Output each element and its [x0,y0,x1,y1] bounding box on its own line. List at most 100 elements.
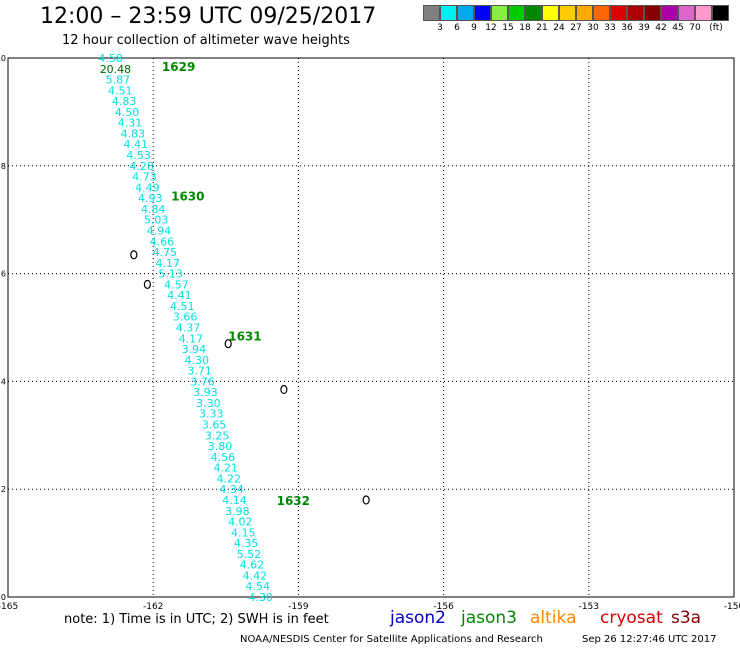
wave-height-label: 4.02 [228,516,253,529]
legend-label: (ft) [709,23,723,33]
x-tick-label: -159 [288,602,309,612]
legend-swatch [712,5,729,21]
wave-height-label: 4.94 [147,224,172,237]
time-label: 1632 [277,494,310,508]
wave-height-label: 3.30 [196,397,221,410]
y-tick-label: 0 [1,593,6,602]
wave-height-label: 4.15 [231,526,256,539]
wave-height-label: 4.34 [219,483,244,496]
legend-swatch [661,5,678,21]
wave-height-label: 4.53 [126,149,151,162]
wave-height-label: 4.37 [176,322,201,335]
wave-height-label: 20.48 [100,63,132,76]
wave-height-label: 4.51 [108,84,133,97]
satellite-jason3: jason3 [461,608,517,628]
map-title: 12:00 – 23:59 UTC 09/25/2017 [40,4,377,29]
legend-label: 24 [553,23,565,33]
legend-label: 33 [604,23,616,33]
legend-label: 30 [587,23,599,33]
wave-height-label: 3.76 [190,375,215,388]
legend-swatch [559,5,576,21]
legend-swatch [593,5,610,21]
wave-height-label: 4.54 [245,580,270,593]
wave-height-label: 4.83 [112,95,137,108]
wave-height-label: 5.03 [144,214,169,227]
y-tick-label: 2 [1,485,6,494]
island-outline [130,250,138,260]
legend-swatch [644,5,661,21]
wave-height-label: 4.17 [155,257,180,270]
legend-swatch [678,5,695,21]
wave-height-label: 3.33 [199,408,224,421]
map-subtitle: 12 hour collection of altimeter wave hei… [62,33,350,48]
wave-height-label: 4.21 [214,462,239,475]
wave-height-label: 3.71 [187,365,212,378]
wave-height-label: 4.56 [211,451,236,464]
wave-height-label: 3.65 [202,419,227,432]
x-tick-label: -150 [724,602,740,612]
wave-height-label: 4.22 [216,472,241,485]
wave-height-label: 4.83 [121,127,146,140]
legend-swatch [576,5,593,21]
wave-height-label: 3.80 [208,440,233,453]
legend-swatch [610,5,627,21]
time-label: 1631 [228,330,261,344]
time-label: 1630 [171,189,204,203]
footer-note: note: 1) Time is in UTC; 2) SWH is in fe… [64,612,329,627]
legend-label: 15 [502,23,514,33]
legend-labels: 3 6 9 12 15 18 21 24 27 30 33 36 39 42 45 70 (ft) [423,21,729,35]
legend-label: 18 [519,23,531,33]
wave-height-label: 3.93 [193,386,218,399]
wave-height-label: 3.94 [182,343,207,356]
legend-label: 6 [454,23,460,33]
wave-height-label: 4.57 [164,278,189,291]
legend-label: 45 [672,23,684,33]
satellite-jason2: jason2 [390,608,446,628]
legend-swatch [695,5,712,21]
plot-frame [7,57,735,598]
legend-swatch [491,5,508,21]
island-outline [143,279,151,289]
wave-height-label: 4.28 [129,160,154,173]
legend-label: 21 [536,23,548,33]
legend-swatches [423,5,729,21]
wave-height-label: 4.73 [132,171,157,184]
wave-height-label: 4.30 [185,354,210,367]
credit-text: NOAA/NESDIS Center for Satellite Applica… [240,634,543,645]
x-tick-label: -165 [0,602,18,612]
wave-height-label: 3.98 [225,505,250,518]
y-tick-label: 8 [1,162,6,171]
wave-height-label: 4.42 [243,569,268,582]
wave-height-label: 5.13 [158,268,183,281]
legend-swatch [508,5,525,21]
x-tick-label: -153 [579,602,599,612]
color-legend: 3 6 9 12 15 18 21 24 27 30 33 36 39 42 45 70 (ft) [423,5,729,35]
legend-label: 36 [621,23,633,33]
legend-swatch [627,5,644,21]
legend-swatch [525,5,542,21]
wave-height-label: 4.41 [167,289,192,302]
wave-height-label: 4.17 [179,332,204,345]
wave-height-label: 4.75 [153,246,178,259]
wave-height-label: 5.52 [237,548,262,561]
wave-height-label: 4.66 [150,235,175,248]
y-tick-label: 4 [1,377,6,386]
y-tick-label: 6 [1,270,6,279]
legend-swatch [423,5,440,21]
island-outline [362,495,370,505]
legend-swatch [474,5,491,21]
wave-height-label: 3.66 [173,311,198,324]
wave-height-label: 4.51 [170,300,195,313]
wave-height-label: 4.14 [222,494,247,507]
y-tick-label: 10 [0,54,6,63]
wave-height-label: 4.41 [124,138,149,151]
x-tick-label: -156 [433,602,454,612]
wave-height-label: 4.49 [135,181,160,194]
wave-height-label: 4.35 [234,537,259,550]
wave-height-label: 5.87 [106,74,131,87]
wave-height-label: 4.50 [115,106,140,119]
generated-timestamp: Sep 26 12:27:46 UTC 2017 [582,634,717,645]
wave-height-label: 4.93 [138,192,163,205]
legend-swatch [440,5,457,21]
